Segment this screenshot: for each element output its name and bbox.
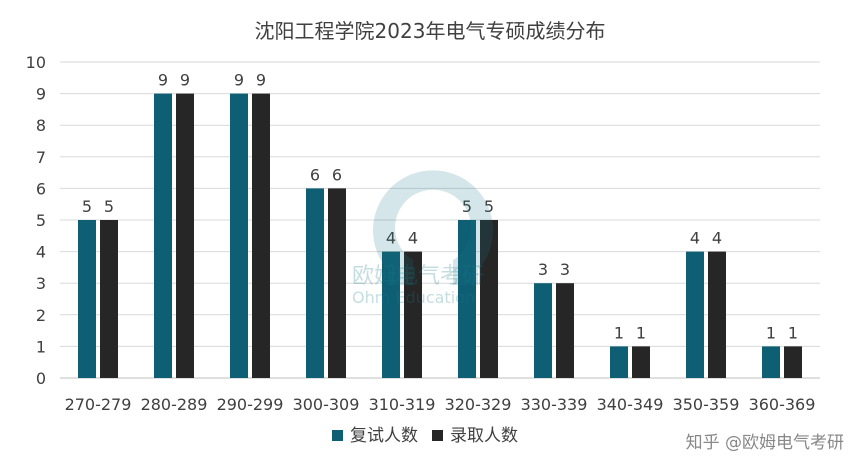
x-tick-label: 280-289 (141, 395, 208, 414)
data-label: 6 (310, 165, 320, 184)
x-tick-label: 320-329 (445, 395, 512, 414)
bar (382, 251, 400, 378)
bar (78, 220, 96, 378)
bar (632, 346, 650, 378)
x-axis-ticks: 270-279 280-289 290-299 300-309 310-319 320-3… (65, 395, 816, 414)
watermark-logo-subtext: Ohm Education (352, 288, 476, 307)
bar (458, 220, 476, 378)
data-label: 9 (158, 71, 168, 90)
x-tick-label: 310-319 (369, 395, 436, 414)
bar (252, 93, 270, 378)
legend-swatch (332, 430, 343, 441)
y-tick-label: 3 (36, 274, 46, 293)
y-tick-label: 5 (36, 211, 46, 230)
y-tick-label: 7 (36, 148, 46, 167)
data-label: 6 (332, 165, 342, 184)
bar (306, 188, 324, 378)
data-label: 9 (256, 71, 266, 90)
y-tick-label: 4 (36, 243, 46, 262)
x-tick-label: 350-359 (673, 395, 740, 414)
y-tick-label: 0 (36, 369, 46, 388)
y-tick-label: 9 (36, 85, 46, 104)
data-labels: 55999966445533114411 (82, 71, 798, 343)
data-label: 4 (408, 229, 418, 248)
watermark-logo-text: 欧姆电气考研 (352, 264, 485, 289)
data-label: 5 (462, 197, 472, 216)
watermark-logo-icon (373, 170, 493, 285)
data-label: 9 (234, 71, 244, 90)
x-tick-label: 270-279 (65, 395, 132, 414)
legend-label: 录取人数 (450, 426, 518, 446)
data-label: 3 (560, 260, 570, 279)
bar (784, 346, 802, 378)
data-label: 1 (636, 323, 646, 342)
data-label: 5 (82, 197, 92, 216)
data-label: 1 (614, 323, 624, 342)
bar (610, 346, 628, 378)
y-tick-label: 6 (36, 179, 46, 198)
bar (556, 283, 574, 378)
x-tick-label: 330-339 (521, 395, 588, 414)
bar (480, 220, 498, 378)
x-tick-label: 340-349 (597, 395, 664, 414)
data-label: 4 (690, 229, 700, 248)
bar (708, 251, 726, 378)
y-tick-label: 8 (36, 116, 46, 135)
data-label: 3 (538, 260, 548, 279)
watermark-text: 知乎 @欧姆电气考研 (685, 433, 844, 453)
y-tick-label: 1 (36, 337, 46, 356)
y-axis-ticks: 0 1 2 3 4 5 6 7 8 9 10 (26, 53, 46, 388)
bar (762, 346, 780, 378)
legend-label: 复试人数 (350, 426, 418, 446)
bar (534, 283, 552, 378)
bar (176, 93, 194, 378)
legend: 复试人数 录取人数 (332, 426, 518, 446)
x-tick-label: 300-309 (293, 395, 360, 414)
chart-title: 沈阳工程学院2023年电气专硕成绩分布 (255, 19, 606, 43)
data-label: 4 (712, 229, 722, 248)
x-tick-label: 360-369 (749, 395, 816, 414)
data-label: 9 (180, 71, 190, 90)
data-label: 5 (104, 197, 114, 216)
y-tick-label: 2 (36, 306, 46, 325)
bar (328, 188, 346, 378)
x-tick-label: 290-299 (217, 395, 284, 414)
bar (404, 251, 422, 378)
data-label: 1 (766, 323, 776, 342)
legend-swatch (432, 430, 443, 441)
bar (686, 251, 704, 378)
bars (78, 93, 802, 378)
bar (100, 220, 118, 378)
bar (230, 93, 248, 378)
data-label: 1 (788, 323, 798, 342)
bar (154, 93, 172, 378)
y-tick-label: 10 (26, 53, 46, 72)
data-label: 5 (484, 197, 494, 216)
data-label: 4 (386, 229, 396, 248)
